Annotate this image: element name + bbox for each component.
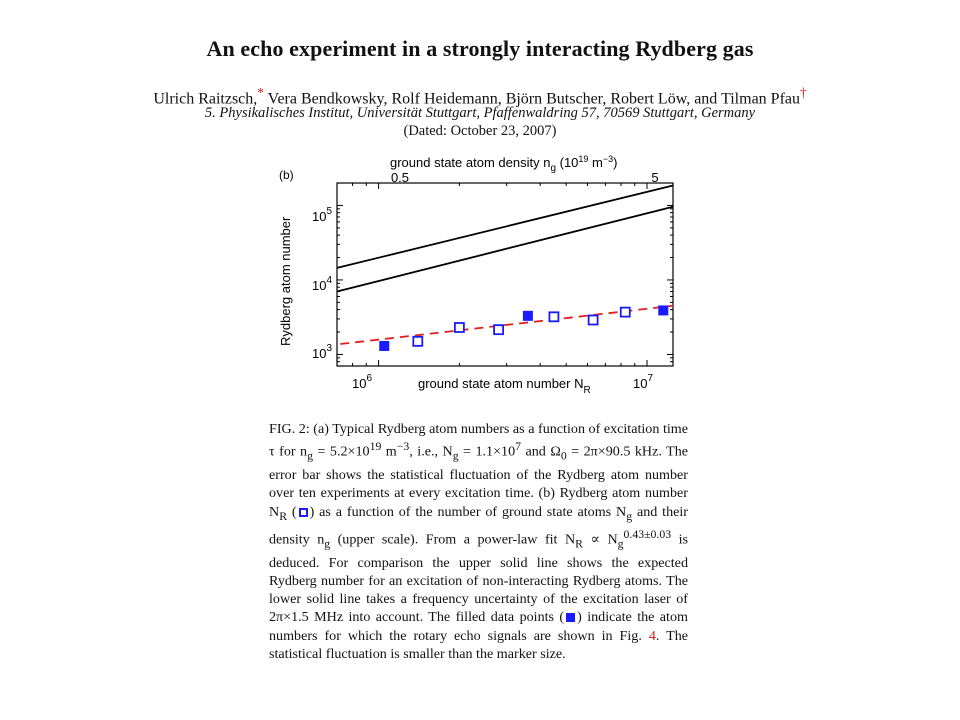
paper-title: An echo experiment in a strongly interac… <box>206 36 754 61</box>
y-axis-label: Rydberg atom number <box>278 216 293 346</box>
plot-frame <box>336 182 674 367</box>
y-tick-label-1e4: 104 <box>312 275 332 293</box>
author-rest: Vera Bendkowsky, Rolf Heidemann, Björn B… <box>263 90 800 108</box>
author-footnote-mark-2[interactable]: † <box>800 85 807 100</box>
open-data-point <box>493 324 504 336</box>
author-footnote-mark-1[interactable]: * <box>257 85 264 100</box>
figure-caption: FIG. 2: (a) Typical Rydberg atom numbers… <box>269 421 689 663</box>
plot-marks <box>336 184 674 351</box>
top-tick-label-0.5: 0.5 <box>391 170 409 185</box>
axis-ticks <box>336 182 673 367</box>
panel-label: (b) <box>279 168 294 182</box>
author-first: Ulrich Raitzsch, <box>153 90 258 108</box>
y-tick-label-1e5: 105 <box>312 206 332 224</box>
affiliation: 5. Physikalisches Institut, Universität … <box>204 105 756 121</box>
open-data-point <box>619 306 631 318</box>
power-law-fit-line <box>340 304 674 345</box>
open-square-legend-icon <box>298 507 308 517</box>
lower-solid-line <box>336 205 674 293</box>
figure-2b-plot: (b) ground state atom density ng (1019 m… <box>278 154 674 396</box>
top-axis-label: ground state atom density ng (1019 m−3) <box>390 154 617 174</box>
y-tick-label-1e3: 103 <box>312 343 332 361</box>
open-data-point <box>453 322 465 333</box>
date-line: (Dated: October 23, 2007) <box>403 123 557 139</box>
filled-data-point <box>379 340 390 351</box>
x-tick-label-1e6: 106 <box>352 373 372 391</box>
filled-data-point <box>522 310 533 321</box>
open-data-point <box>412 335 424 347</box>
upper-solid-line <box>336 184 674 269</box>
author-list: Ulrich Raitzsch,* Vera Bendkowsky, Rolf … <box>0 85 960 108</box>
open-data-point <box>548 311 560 323</box>
open-data-point <box>587 314 599 326</box>
x-axis-label: ground state atom number NR <box>418 376 591 396</box>
x-tick-label-1e7: 107 <box>633 373 653 391</box>
filled-square-legend-icon <box>566 613 576 623</box>
figure-4-reference-link[interactable]: 4 <box>648 627 656 644</box>
filled-data-point <box>658 305 669 316</box>
top-tick-label-5: 5 <box>651 170 658 185</box>
